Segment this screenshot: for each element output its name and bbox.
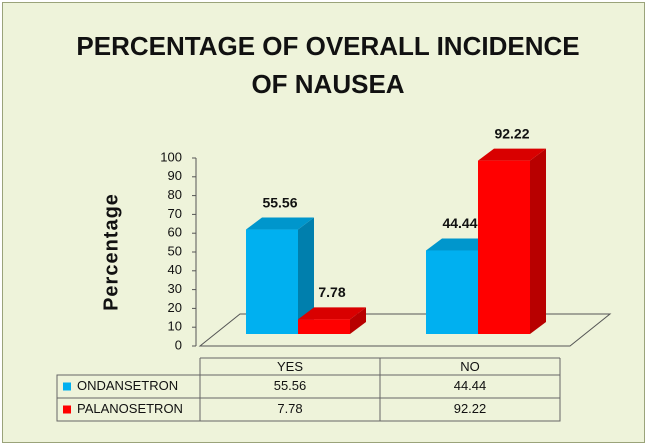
bar-top: [298, 307, 366, 320]
y-tick-label: 30: [168, 281, 182, 296]
bar-side: [298, 217, 314, 334]
x-tick-label: NO: [460, 359, 480, 374]
y-axis-label: Percentage: [100, 193, 122, 311]
y-tick-label: 100: [160, 149, 182, 164]
data-label: 7.78: [318, 284, 345, 300]
table-value: 92.22: [454, 401, 487, 416]
legend-swatch: [63, 382, 71, 391]
chart-title: PERCENTAGE OF OVERALL INCIDENCE OF NAUSE…: [76, 31, 580, 99]
bar-side: [350, 307, 366, 334]
bar-top: [478, 148, 546, 161]
bar-front: [246, 229, 298, 334]
y-tick-label: 90: [168, 168, 182, 183]
bar-top: [246, 217, 314, 230]
bar-front: [298, 319, 350, 334]
table-value: 55.56: [274, 378, 307, 393]
y-tick-label: 60: [168, 225, 182, 240]
y-tick-label: 20: [168, 300, 182, 315]
data-label: 44.44: [442, 215, 477, 231]
bar: [298, 307, 366, 334]
legend-label: PALANOSETRON: [77, 401, 183, 416]
y-tick-label: 40: [168, 262, 182, 277]
data-label: 92.22: [494, 125, 529, 141]
table-value: 7.78: [277, 401, 302, 416]
bar-front: [478, 160, 530, 334]
bar-side: [530, 148, 546, 334]
floor: [198, 313, 612, 347]
table-value: 44.44: [454, 378, 487, 393]
y-tick-label: 10: [168, 319, 182, 334]
bar-top: [426, 238, 494, 251]
data-label: 55.56: [262, 194, 297, 210]
bar-front: [426, 250, 478, 334]
bar: [478, 148, 546, 334]
y-tick-label: 50: [168, 243, 182, 258]
x-tick-label: YES: [277, 359, 303, 374]
y-tick-label: 80: [168, 187, 182, 202]
legend-swatch: [63, 405, 71, 414]
y-tick-label: 70: [168, 206, 182, 221]
bar: [246, 217, 314, 334]
y-tick-label: 0: [175, 337, 182, 352]
legend-label: ONDANSETRON: [77, 378, 178, 393]
